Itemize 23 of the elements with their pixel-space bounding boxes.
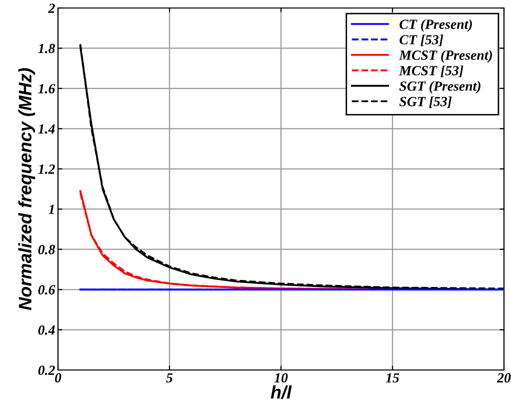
legend-label: CT (Present): [400, 19, 472, 32]
x-axis-title: h/l: [270, 385, 292, 399]
y-tick-label: 0.6: [38, 285, 56, 295]
legend-label: SGT [53]: [399, 96, 452, 108]
y-tick-label: 1.6: [38, 84, 56, 94]
y-tick-label: 0.8: [38, 244, 56, 254]
x-tick-label: 0: [55, 373, 62, 383]
y-tick-label: 2: [48, 4, 55, 13]
legend-label: MCST [53]: [398, 66, 464, 78]
x-tick-label: 15: [386, 373, 400, 383]
y-tick-label: 1.2: [38, 164, 55, 174]
y-tick-label: 1.8: [38, 44, 56, 54]
legend-label: SGT (Present): [399, 81, 480, 94]
x-tick-label: 20: [496, 373, 511, 383]
y-tick-label: 1.4: [38, 124, 55, 134]
y-tick-label: 1: [48, 204, 54, 214]
x-tick-label: 5: [166, 373, 173, 383]
y-tick-label: 0.2: [38, 366, 55, 376]
legend-label: CT [53]: [400, 34, 444, 46]
y-axis-title: Normalized frequency (MHz): [18, 68, 36, 310]
legend-label: MCST (Present): [398, 50, 492, 63]
y-tick-label: 0.4: [38, 325, 55, 335]
x-tick-label: 10: [274, 373, 288, 383]
